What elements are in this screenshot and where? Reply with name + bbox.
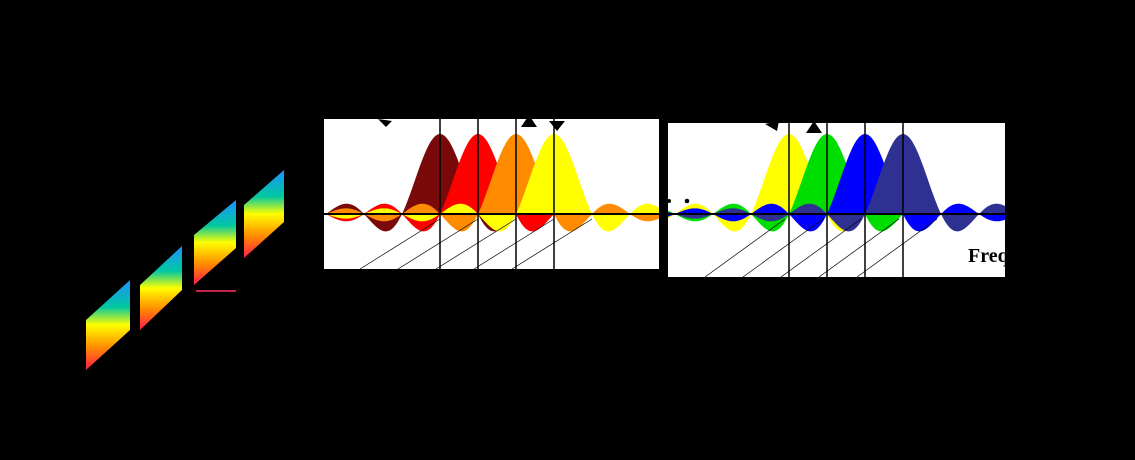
arrowheads	[378, 115, 822, 133]
frequency-axis-label: Frequency	[968, 245, 1059, 267]
guard-intervals-label: Guard Intervals	[113, 148, 224, 165]
symbols-label: Symbols	[22, 208, 80, 225]
subcarrier-1	[324, 134, 659, 232]
subcarrier-3	[668, 134, 1005, 232]
time-axis-label: Time	[38, 425, 78, 445]
projection-line	[818, 218, 900, 277]
bandwidth-label: 5 MHz Bandwidth	[590, 12, 725, 31]
symbol-blocks	[86, 170, 284, 370]
projection-line	[742, 218, 824, 277]
projection-line	[473, 218, 555, 269]
symbol-block-3	[194, 200, 236, 285]
subcarrier-panel-2	[668, 123, 1005, 277]
ellipsis: . . .	[498, 340, 521, 360]
subcarriers-label: Sub-carriers	[617, 73, 709, 92]
projection-line	[511, 218, 593, 269]
projection-line	[780, 218, 862, 277]
symbol-block-4	[244, 170, 284, 258]
arrowhead-1	[378, 119, 392, 127]
subcarrier-3	[324, 134, 659, 232]
title-ofdm: OFDM	[240, 50, 314, 76]
symbol-block-2	[140, 246, 182, 330]
subcarrier-4	[324, 134, 659, 232]
projection-line	[359, 218, 441, 269]
symbol-block-1	[86, 280, 130, 370]
subcarrier-4	[668, 134, 1005, 232]
arrowhead-2	[521, 115, 537, 127]
projection-line	[435, 218, 517, 269]
projection-line	[704, 218, 786, 277]
arrowhead-3	[549, 121, 565, 131]
projection-line	[856, 218, 938, 277]
subcarrier-panel-1	[324, 119, 659, 269]
arrowhead-4	[765, 121, 779, 131]
dots	[667, 198, 690, 204]
arrowhead-5	[806, 121, 822, 133]
projection-line	[397, 218, 479, 269]
